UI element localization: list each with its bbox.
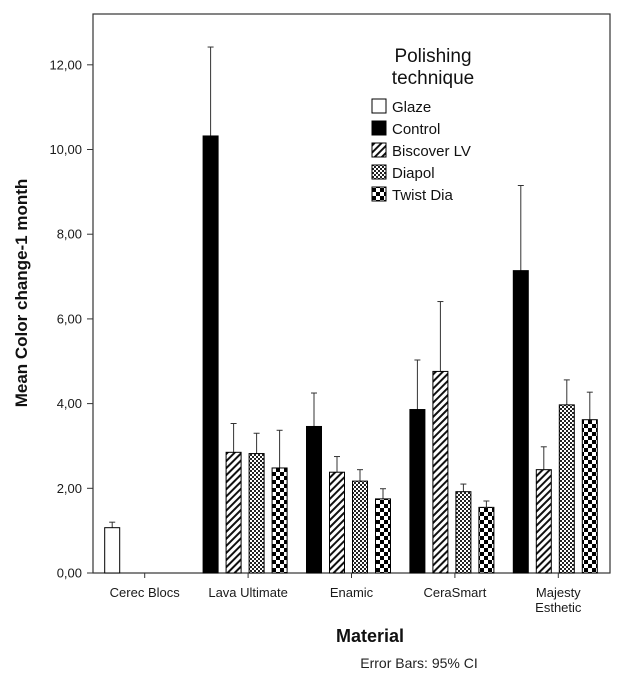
legend-label: Control bbox=[392, 121, 440, 138]
x-tick-label: Cerec Blocs bbox=[110, 585, 181, 600]
legend-title-line-1: Polishing bbox=[394, 46, 471, 67]
x-tick-label: Esthetic bbox=[535, 600, 582, 615]
y-axis-title: Mean Color change-1 month bbox=[12, 179, 31, 408]
bar-control bbox=[409, 409, 426, 574]
bar-twist-dia bbox=[375, 498, 391, 574]
bar-control bbox=[512, 270, 529, 574]
bar-twist-dia bbox=[478, 506, 495, 574]
x-axis: Cerec Blocs Lava Ultimate Enamic CeraSmart M… bbox=[110, 573, 582, 615]
bar-diapol bbox=[558, 404, 575, 574]
x-tick-label: Lava Ultimate bbox=[208, 585, 287, 600]
bar-biscover-lv bbox=[225, 451, 242, 574]
legend-swatch bbox=[371, 98, 387, 114]
x-tick-label: Enamic bbox=[330, 585, 374, 600]
bar-glaze bbox=[104, 527, 121, 574]
legend-swatch bbox=[371, 142, 387, 158]
bar-diapol bbox=[248, 453, 265, 574]
y-tick-label: 10,00 bbox=[49, 142, 82, 157]
legend-label: Biscover LV bbox=[392, 143, 471, 160]
legend-title-line-2: technique bbox=[392, 68, 474, 89]
legend-swatch bbox=[371, 164, 387, 180]
legend: Polishing technique Glaze Control Biscover… bbox=[364, 35, 502, 215]
x-tick-label: Majesty bbox=[536, 585, 581, 600]
bars-group bbox=[104, 46, 598, 574]
y-tick-label: 8,00 bbox=[57, 227, 82, 242]
y-tick-label: 4,00 bbox=[57, 396, 82, 411]
legend-box bbox=[364, 35, 502, 215]
legend-swatch bbox=[371, 186, 387, 202]
bar-twist-dia bbox=[581, 419, 598, 574]
y-tick-label: 2,00 bbox=[57, 481, 82, 496]
bar-biscover-lv bbox=[432, 370, 449, 574]
bar-control bbox=[202, 135, 219, 574]
legend-label: Diapol bbox=[392, 165, 435, 182]
legend-label: Glaze bbox=[392, 99, 431, 116]
bar-biscover-lv bbox=[535, 469, 552, 574]
bar-diapol bbox=[352, 480, 368, 574]
error-bars-note: Error Bars: 95% CI bbox=[360, 655, 477, 671]
y-tick-label: 12,00 bbox=[49, 57, 82, 72]
plot-area bbox=[92, 13, 611, 574]
bar-diapol bbox=[455, 491, 472, 574]
x-axis-title: Material bbox=[336, 626, 404, 646]
legend-label: Twist Dia bbox=[392, 187, 454, 204]
legend-swatch bbox=[371, 120, 387, 136]
bar-control bbox=[306, 425, 322, 574]
y-tick-label: 6,00 bbox=[57, 311, 82, 326]
bar-twist-dia bbox=[271, 467, 288, 574]
bar-biscover-lv bbox=[329, 471, 345, 574]
y-axis: 0,00 2,00 4,00 6,00 8,00 10,00 12,00 bbox=[49, 57, 93, 581]
x-tick-label: CeraSmart bbox=[423, 585, 486, 600]
y-tick-label: 0,00 bbox=[57, 566, 82, 581]
